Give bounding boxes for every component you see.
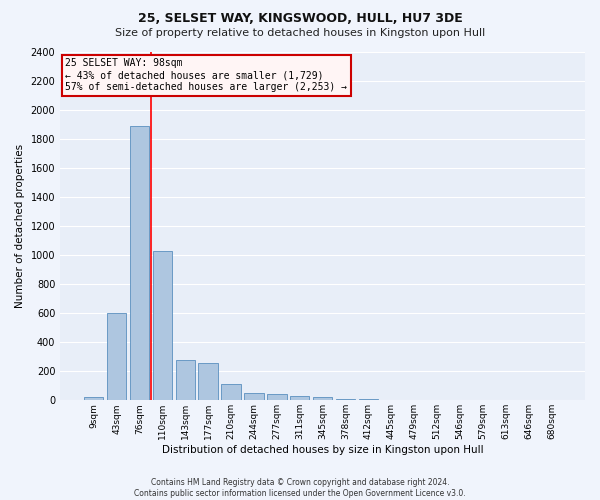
Bar [199, 362, 218, 401]
Bar [221, 384, 241, 400]
Bar [244, 393, 263, 400]
Y-axis label: Number of detached properties: Number of detached properties [15, 144, 25, 308]
X-axis label: Distribution of detached houses by size in Kingston upon Hull: Distribution of detached houses by size … [162, 445, 484, 455]
Bar [336, 399, 355, 400]
Bar [290, 396, 310, 400]
Bar [107, 313, 127, 400]
Bar [359, 399, 378, 400]
Bar [267, 394, 287, 400]
Text: Contains HM Land Registry data © Crown copyright and database right 2024.
Contai: Contains HM Land Registry data © Crown c… [134, 478, 466, 498]
Bar [130, 126, 149, 400]
Bar [84, 398, 103, 400]
Text: Size of property relative to detached houses in Kingston upon Hull: Size of property relative to detached ho… [115, 28, 485, 38]
Bar [152, 250, 172, 400]
Bar [313, 398, 332, 400]
Text: 25, SELSET WAY, KINGSWOOD, HULL, HU7 3DE: 25, SELSET WAY, KINGSWOOD, HULL, HU7 3DE [137, 12, 463, 26]
Text: 25 SELSET WAY: 98sqm
← 43% of detached houses are smaller (1,729)
57% of semi-de: 25 SELSET WAY: 98sqm ← 43% of detached h… [65, 58, 347, 92]
Bar [176, 360, 195, 401]
